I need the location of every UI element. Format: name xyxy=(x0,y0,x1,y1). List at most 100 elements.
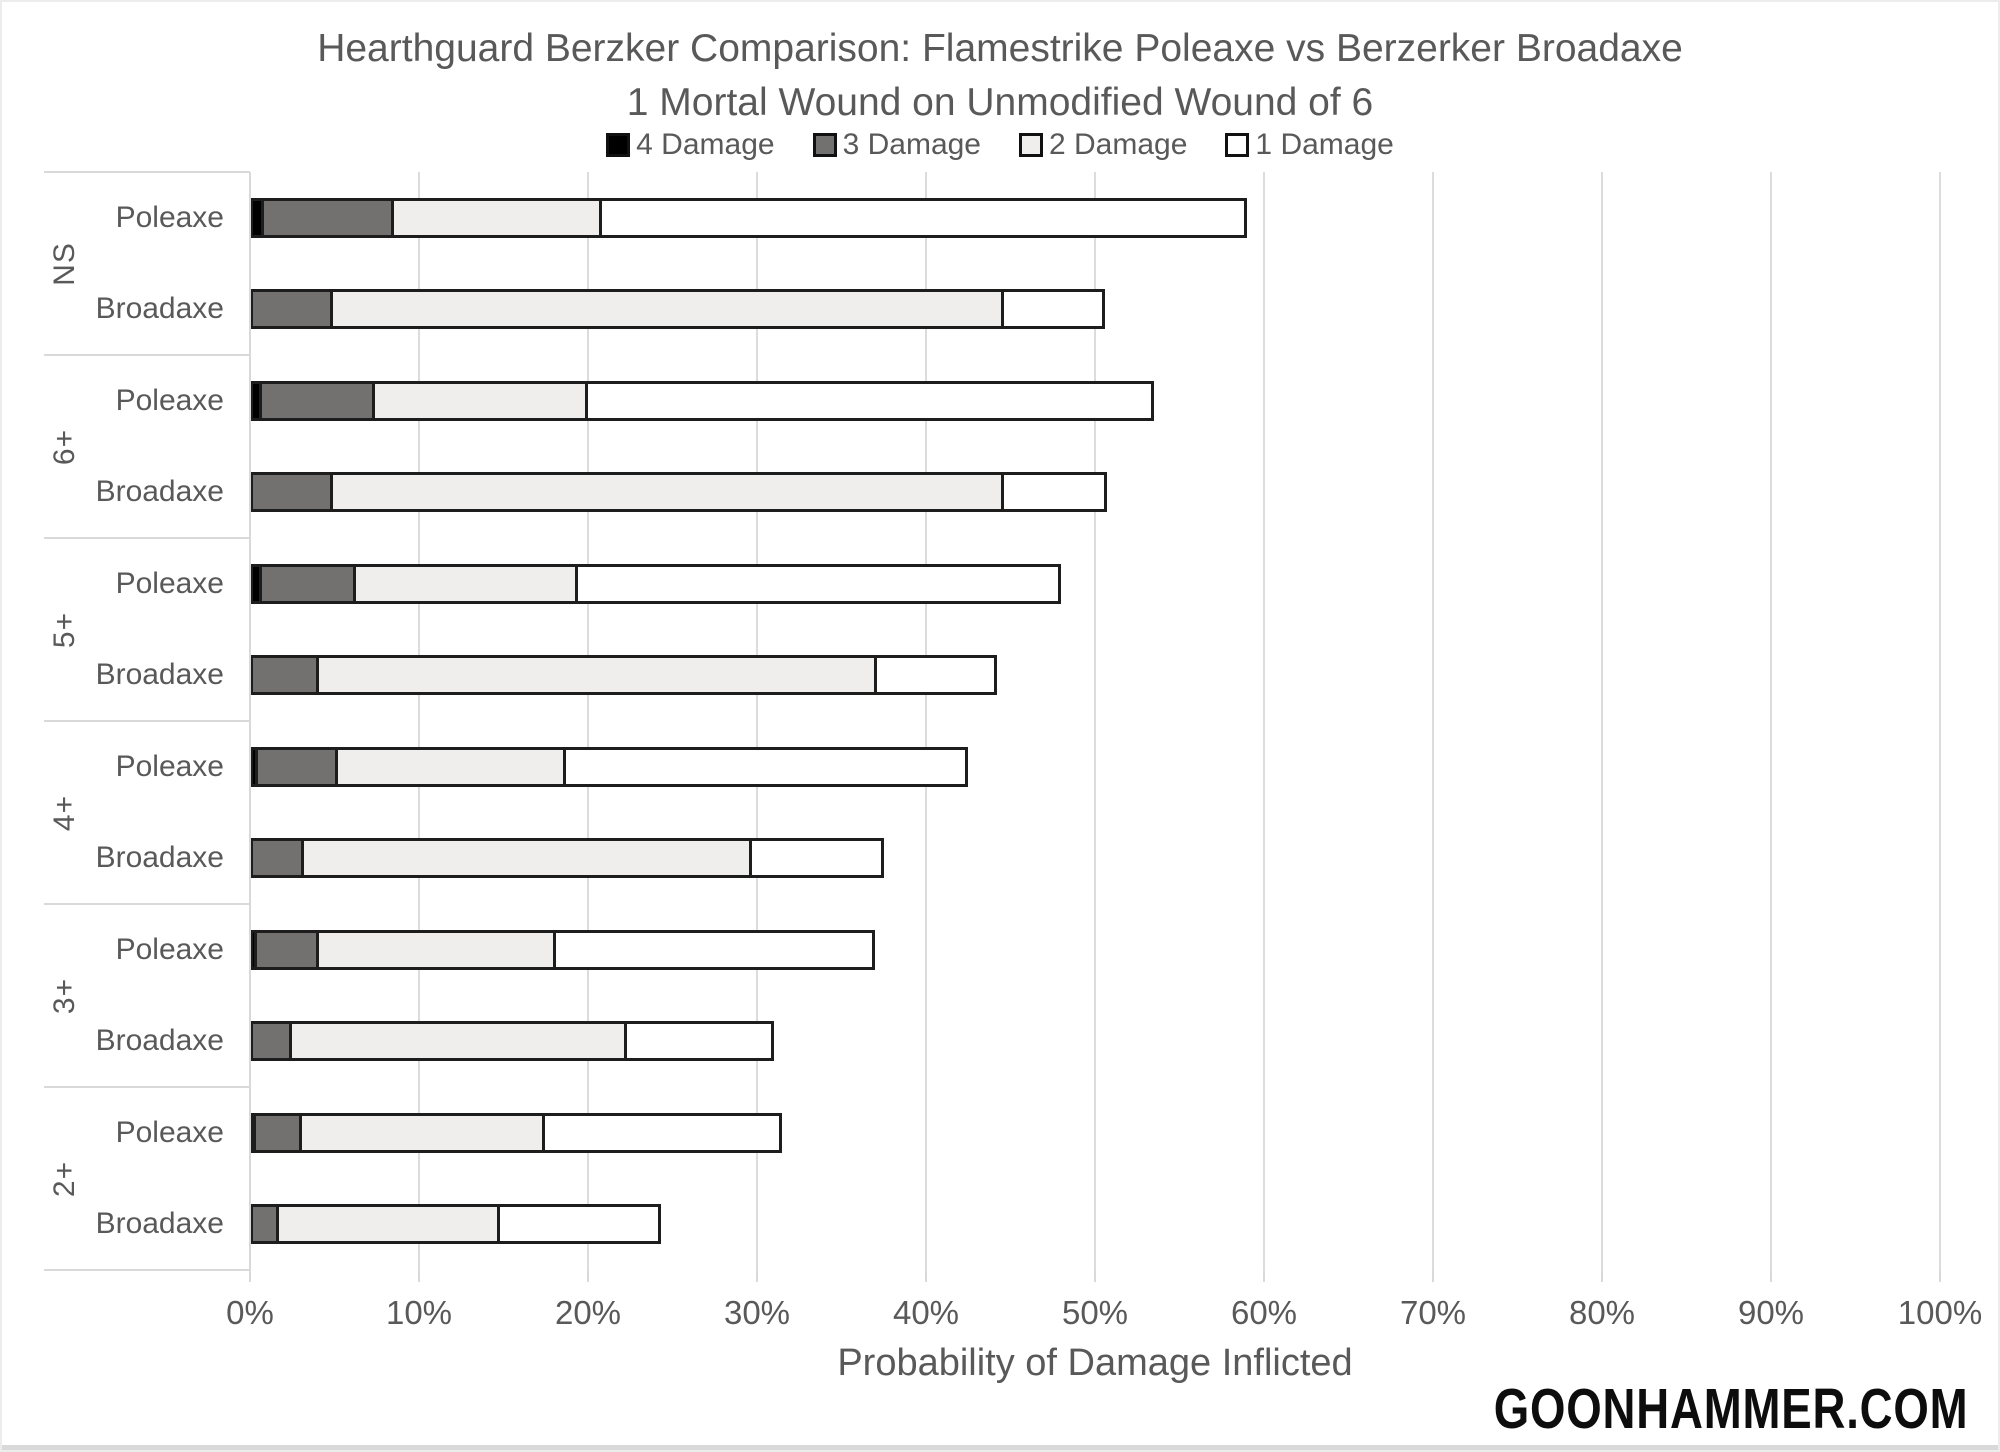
tick-mark-70% xyxy=(1432,1270,1434,1282)
x-axis-ticks: 0% 10% 20% 30% 40% 50% 60% 70% 80% 90% 100% xyxy=(226,1294,1982,1336)
group-separator xyxy=(44,171,250,173)
legend-swatch-2-damage xyxy=(1019,133,1043,157)
bar-track xyxy=(250,838,1940,879)
bar-track xyxy=(250,197,1940,238)
bar-row: Broadaxe xyxy=(44,996,1940,1088)
bar-track xyxy=(250,1112,1940,1153)
bar-segment-1-damage xyxy=(587,380,1155,421)
stacked-bar-3+-broadaxe xyxy=(250,1021,1940,1062)
save-group-4+: 4+ Poleaxe Broadaxe xyxy=(44,720,1940,904)
plot-area: NS Poleaxe Broadaxe 6+ Poleaxe Broadaxe 5+ Pole… xyxy=(44,171,1941,1282)
bar-track xyxy=(250,380,1940,421)
tick-mark-50% xyxy=(1094,1270,1096,1282)
x-tick-label: 70% xyxy=(1399,1294,1467,1331)
legend-label: 1 Damage xyxy=(1255,128,1394,161)
gridline-60% xyxy=(1263,172,1265,1270)
bar-segment-2-damage xyxy=(301,1112,545,1153)
gridline-20% xyxy=(587,172,589,1270)
bar-segment-4-damage xyxy=(250,1112,256,1153)
bar-row: Broadaxe xyxy=(44,447,1940,539)
stacked-bar-ns-broadaxe xyxy=(250,289,1940,330)
bar-track xyxy=(250,472,1940,513)
bar-row: Broadaxe xyxy=(44,630,1940,722)
x-tick-label: 20% xyxy=(554,1294,622,1331)
bar-segment-1-damage xyxy=(1003,289,1106,330)
save-group-2+: 2+ Poleaxe Broadaxe xyxy=(44,1086,1940,1271)
tick-mark-0% xyxy=(249,1270,251,1282)
bar-segment-3-damage xyxy=(263,197,394,238)
category-axis-line xyxy=(249,172,251,1270)
plot-groups: NS Poleaxe Broadaxe 6+ Poleaxe Broadaxe 5+ Pole… xyxy=(44,171,1940,1271)
bar-segment-1-damage xyxy=(555,929,876,970)
bar-segment-2-damage xyxy=(278,1204,501,1245)
bar-segment-3-damage xyxy=(250,1204,279,1245)
bar-track xyxy=(250,563,1940,604)
bar-segment-3-damage xyxy=(250,655,320,696)
group-separator xyxy=(44,537,250,539)
gridline-30% xyxy=(756,172,758,1270)
tick-mark-60% xyxy=(1263,1270,1265,1282)
gridline-90% xyxy=(1770,172,1772,1270)
legend-item-3-damage: 3 Damage xyxy=(812,128,981,162)
legend-swatch-4-damage xyxy=(606,133,631,157)
x-tick-label: 80% xyxy=(1568,1294,1636,1331)
bar-category-label: Poleaxe xyxy=(115,383,224,417)
bar-segment-2-damage xyxy=(319,929,556,970)
bar-segment-2-damage xyxy=(393,197,602,238)
group-separator xyxy=(44,903,250,905)
tick-mark-30% xyxy=(756,1270,758,1282)
axis-bottom-line xyxy=(44,1269,250,1271)
bar-category-label: Poleaxe xyxy=(115,749,224,783)
gridline-80% xyxy=(1601,172,1603,1270)
bar-category-label: Poleaxe xyxy=(115,200,224,234)
gridline-40% xyxy=(925,172,927,1270)
bar-row: Poleaxe xyxy=(44,172,1940,264)
x-tick-label: 10% xyxy=(385,1294,453,1331)
bar-track xyxy=(250,1021,1940,1062)
x-axis-title: Probability of Damage Inflicted xyxy=(837,1342,1353,1384)
save-group-6+: 6+ Poleaxe Broadaxe xyxy=(44,354,1940,539)
bar-row: Poleaxe xyxy=(44,355,1940,447)
x-tick-label: 100% xyxy=(1897,1294,1983,1331)
bar-track xyxy=(250,655,1940,696)
watermark: GOONHAMMER.COM xyxy=(1493,1377,1968,1441)
bar-segment-3-damage xyxy=(250,838,305,879)
bar-segment-2-damage xyxy=(292,1021,627,1062)
stacked-bar-6+-poleaxe xyxy=(250,380,1940,421)
stacked-bar-4+-broadaxe xyxy=(250,838,1940,879)
bar-segment-1-damage xyxy=(1003,472,1107,513)
bar-segment-2-damage xyxy=(332,472,1004,513)
bar-category-label: Broadaxe xyxy=(95,475,224,509)
bar-category-label: Broadaxe xyxy=(95,658,224,692)
bar-segment-2-damage xyxy=(319,655,877,696)
bar-segment-2-damage xyxy=(332,289,1004,330)
bar-segment-2-damage xyxy=(337,746,566,787)
bar-segment-3-damage xyxy=(256,1112,302,1153)
legend-label: 3 Damage xyxy=(842,128,981,161)
x-tick-label: 40% xyxy=(892,1294,960,1331)
tick-mark-10% xyxy=(418,1270,420,1282)
tick-mark-20% xyxy=(587,1270,589,1282)
bar-segment-3-damage xyxy=(250,1021,293,1062)
tick-mark-90% xyxy=(1770,1270,1772,1282)
save-group-5+: 5+ Poleaxe Broadaxe xyxy=(44,537,1940,722)
legend-item-2-damage: 2 Damage xyxy=(1019,128,1187,162)
bar-segment-4-damage xyxy=(250,380,262,421)
legend-item-4-damage: 4 Damage xyxy=(606,128,775,162)
bar-segment-1-damage xyxy=(876,655,997,696)
group-label: 3+ xyxy=(48,977,81,1014)
gridline-50% xyxy=(1094,172,1096,1270)
tick-mark-100% xyxy=(1939,1270,1941,1282)
group-separator xyxy=(44,720,250,722)
bar-category-label: Poleaxe xyxy=(115,932,224,966)
group-label: 4+ xyxy=(48,794,81,831)
bar-segment-3-damage xyxy=(258,746,338,787)
bar-row: Broadaxe xyxy=(44,1179,1940,1271)
bar-segment-3-damage xyxy=(261,563,357,604)
chart-subtitle: 1 Mortal Wound on Unmodified Wound of 6 xyxy=(626,81,1374,124)
bar-row: Poleaxe xyxy=(44,721,1940,813)
x-tick-label: 60% xyxy=(1230,1294,1298,1331)
chart-title: Hearthguard Berzker Comparison: Flamestr… xyxy=(317,27,1683,70)
bar-segment-1-damage xyxy=(577,563,1062,604)
